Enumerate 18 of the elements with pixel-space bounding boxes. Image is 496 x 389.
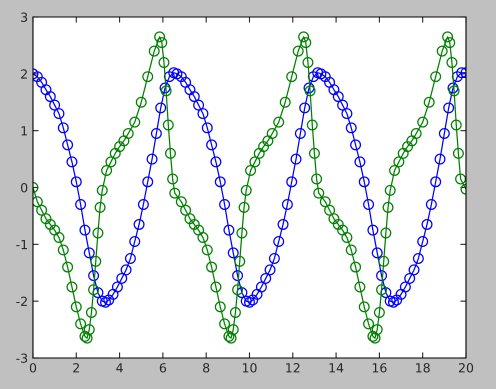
- y-tick-label: 3: [21, 12, 28, 22]
- x-tick-label: 14: [330, 363, 344, 372]
- y-tick-label: -2: [16, 296, 27, 306]
- y-tick-label: -1: [16, 240, 27, 250]
- x-tick-label: 16: [372, 363, 387, 373]
- y-tick-label: 2: [21, 69, 27, 79]
- y-tick-label: 1: [22, 126, 27, 136]
- x-tick-label: 4: [116, 363, 123, 372]
- x-tick-label: 12: [286, 363, 300, 372]
- x-tick-label: 0: [30, 363, 36, 373]
- y-tick-label: 0: [20, 182, 28, 192]
- x-tick-label: 10: [242, 363, 257, 373]
- y-tick-label: -3: [16, 353, 28, 363]
- x-tick-label: 20: [458, 363, 474, 373]
- x-tick-label: 18: [416, 363, 430, 373]
- x-tick-label: 8: [203, 363, 210, 373]
- x-tick-label: 6: [160, 363, 166, 373]
- x-tick-label: 2: [73, 363, 80, 372]
